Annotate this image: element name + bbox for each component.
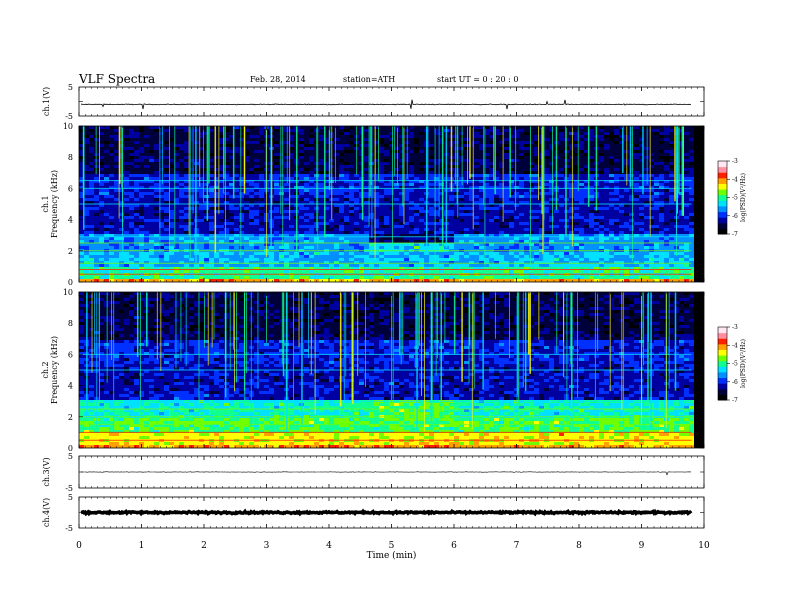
ch4-waveform-panel-trace [80, 508, 693, 517]
date-label: Feb. 28, 2014 [250, 75, 306, 84]
ch1-waveform-panel-ytick-label: -5 [65, 112, 73, 121]
chart-title: VLF Spectra [79, 72, 156, 86]
ch4-waveform-panel-ytick-label: 5 [68, 493, 73, 502]
ch2-spectrogram-panel-colorbar-tick-label: -7 [732, 397, 738, 404]
ch1-spectrogram-panel-colorbar-tick-label: -4 [732, 176, 738, 183]
ch2-spectrogram-panel-ytick-label: 2 [68, 413, 73, 422]
ch2-spectrogram-panel-ytick-label: 6 [68, 350, 73, 359]
ch2-spectrogram-panel-ylabel: Frequency (kHz) [50, 336, 59, 404]
ch1-waveform-panel-ytick-label: 5 [68, 83, 73, 92]
x-axis-label: Time (min) [367, 550, 417, 561]
ch2-spectrogram-panel-colorbar-tick-label: -4 [732, 342, 738, 349]
ch1-spectrogram-panel-ytick-label: 2 [68, 247, 73, 256]
ch2-spectrogram-panel-ytick-label: 4 [68, 382, 73, 391]
ch2-spectrogram-panel-colorbar-tick-label: -5 [732, 361, 738, 368]
ch2-spectrogram-panel-colorbar-tick-label: -3 [732, 324, 738, 331]
ch1-spectrogram-panel-ytick-label: 6 [68, 184, 73, 193]
ch4-waveform-panel-ylabel: ch.4(V) [42, 498, 51, 527]
x-axis-tick-label: 1 [139, 541, 145, 551]
ch2-spectrogram-panel-colorbar [718, 327, 727, 401]
x-axis-tick-label: 7 [514, 541, 520, 551]
station-label: station=ATH [343, 75, 396, 84]
ch4-waveform-panel-ytick-label: -5 [65, 524, 73, 533]
ch2-spectrogram-panel-ytick-label: 0 [68, 444, 73, 453]
ch1-spectrogram-panel-colorbar [718, 161, 727, 235]
ch1-spectrogram-panel-ylabel: Frequency (kHz) [50, 170, 59, 238]
x-axis-tick-label: 9 [639, 541, 645, 551]
ch1-waveform-panel-ylabel: ch.1(V) [42, 87, 51, 116]
ch1-waveform-panel-frame [78, 86, 705, 117]
ch2-spectrogram-panel-colorbar-tick-label: -6 [732, 379, 738, 386]
ch1-spectrogram-panel-colorbar-tick-label: -3 [732, 158, 738, 165]
x-axis-tick-label: 10 [698, 541, 710, 551]
ch1-spectrogram-panel-ytick-label: 0 [68, 278, 73, 287]
ch1-spectrogram-panel-colorbar-tick-label: -5 [732, 195, 738, 202]
x-axis-tick-label: 8 [576, 541, 582, 551]
x-axis-tick-label: 4 [326, 541, 332, 551]
ch1-spectrogram-panel-ytick-label: 10 [63, 122, 73, 131]
ch1-spectrogram-panel-colorbar-tick-label: -7 [732, 231, 738, 238]
ch1-waveform-panel-trace [81, 99, 691, 110]
x-axis-tick-label: 5 [389, 541, 395, 551]
ch1-spectrogram-panel-ytick-label: 8 [68, 153, 73, 162]
ch2-spectrogram-panel-colorbar-label: log(PSD)(V²/Hz) [740, 339, 747, 388]
ch3-waveform-panel-trace [80, 471, 691, 476]
ch1-spectrogram-panel-channel-label: ch.1 [41, 195, 50, 212]
ch1-spectrogram-panel-colorbar-label: log(PSD)(V²/Hz) [740, 173, 747, 222]
ch1-spectrogram-panel-ytick-label: 4 [68, 216, 73, 225]
ch2-spectrogram-panel-channel-label: ch.2 [41, 361, 50, 378]
x-axis-tick-label: 0 [76, 541, 82, 551]
ch3-waveform-panel-ytick-label: 5 [68, 452, 73, 461]
ch2-spectrogram-panel-ytick-label: 10 [63, 288, 73, 297]
ch2-spectrogram-panel-ytick-label: 8 [68, 319, 73, 328]
ch3-waveform-panel-ytick-label: -5 [65, 484, 73, 493]
x-axis-tick-label: 3 [264, 541, 270, 551]
start-time-label: start UT = 0 : 20 : 0 [437, 75, 519, 84]
x-axis-tick-label: 2 [201, 541, 207, 551]
x-axis-tick-label: 6 [451, 541, 457, 551]
ch1-spectrogram-panel-colorbar-tick-label: -6 [732, 213, 738, 220]
ch3-waveform-panel-ylabel: ch.3(V) [42, 457, 51, 486]
